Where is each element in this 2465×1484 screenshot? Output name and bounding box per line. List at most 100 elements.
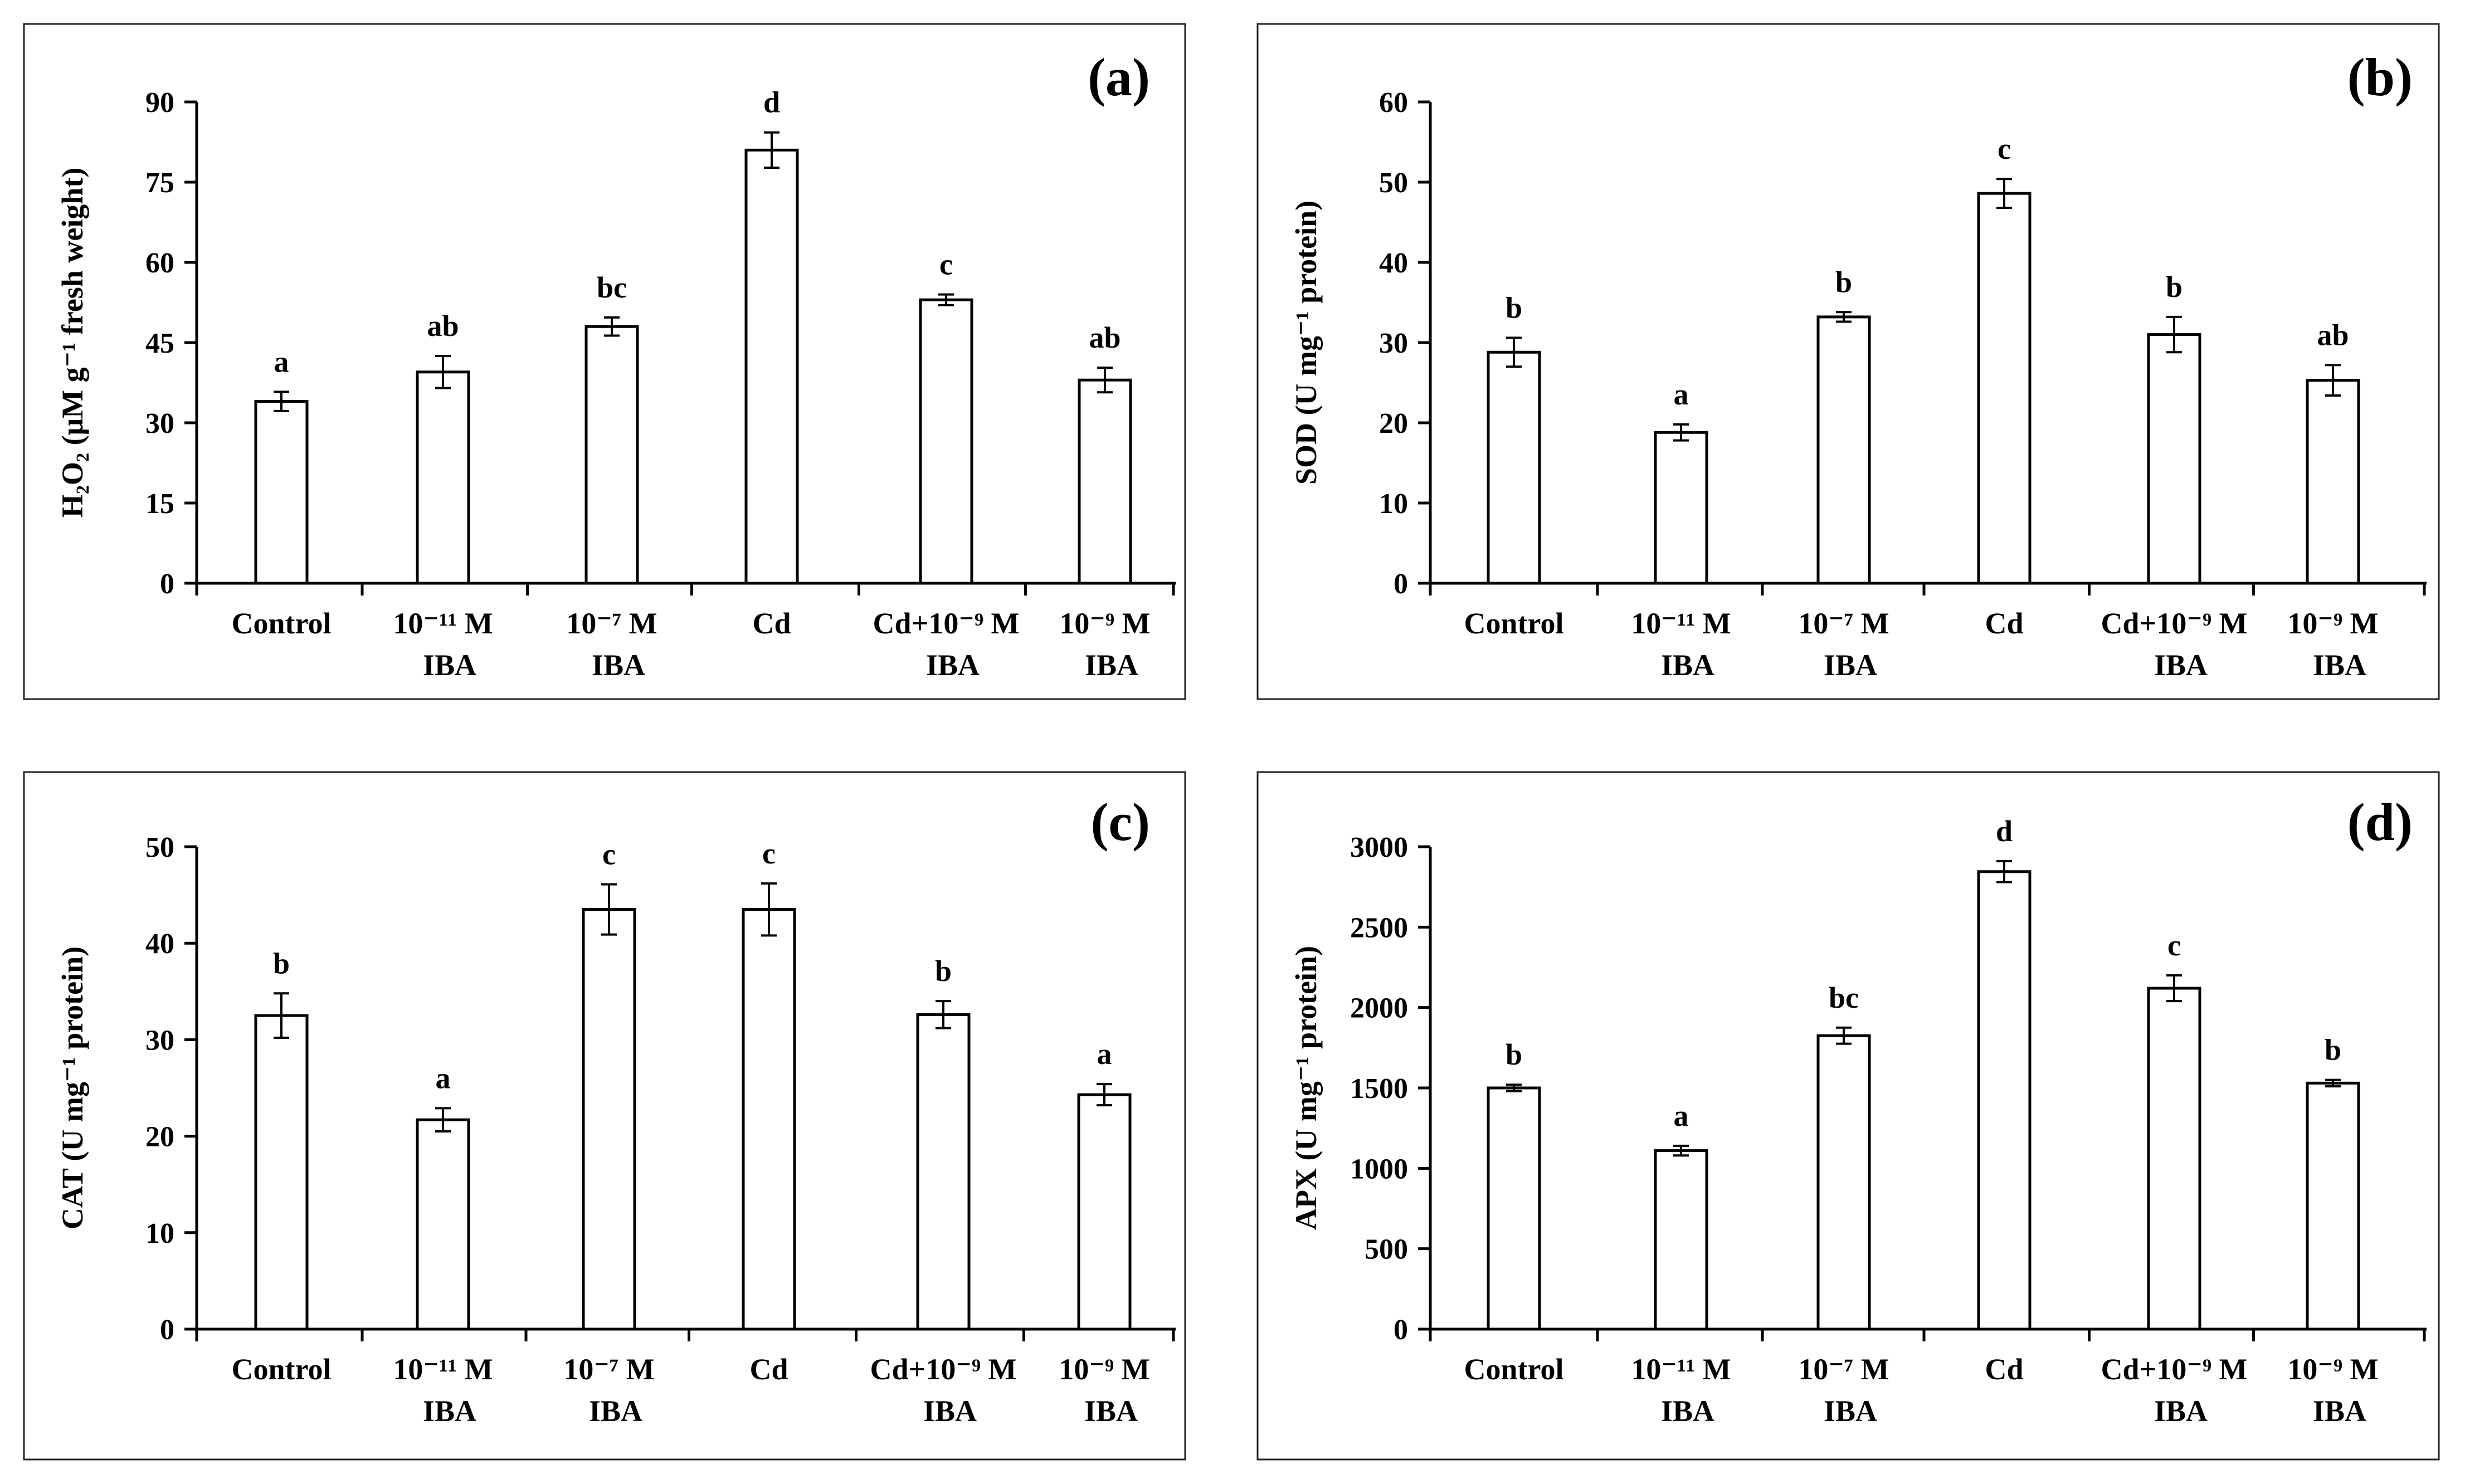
x-tick-label: 10⁻⁹ M (2287, 1353, 2378, 1386)
x-tick-label: IBA (592, 648, 645, 682)
x-tick-label: IBA (2154, 1394, 2208, 1428)
x-tick-label: Cd+10⁻⁹ M (2101, 607, 2248, 640)
panel-label: (a) (1088, 47, 1150, 107)
y-tick-label: 20 (145, 1121, 174, 1153)
x-tick-label: IBA (1085, 648, 1138, 682)
y-tick-label: 75 (145, 167, 174, 199)
significance-letter: a (1674, 1099, 1689, 1132)
x-tick-label: Control (1464, 1353, 1563, 1386)
x-tick-label: Cd+10⁻⁹ M (873, 607, 1020, 640)
significance-letter: b (2166, 270, 2183, 304)
y-tick-label: 500 (1365, 1234, 1408, 1266)
y-tick-label: 3000 (1350, 832, 1408, 863)
bar (2147, 333, 2201, 585)
significance-letter: b (2325, 1033, 2341, 1067)
x-tick-label: IBA (1661, 648, 1714, 682)
significance-letter: a (1674, 378, 1689, 411)
bar (254, 1014, 309, 1331)
x-tick-label: Cd (752, 607, 791, 640)
x-tick-label: IBA (1824, 648, 1877, 682)
x-tick-label: 10⁻¹¹ M (1631, 607, 1731, 640)
y-tick-label: 0 (1394, 1314, 1408, 1346)
x-tick-label: 10⁻¹¹ M (1631, 1353, 1731, 1386)
x-tick-label: 10⁻¹¹ M (393, 1353, 493, 1386)
panel-frame (1256, 23, 2440, 700)
bar (1077, 1093, 1132, 1331)
x-tick-label: Cd (1985, 1353, 2023, 1386)
significance-letter: b (1506, 1038, 1522, 1071)
bar (2306, 379, 2360, 585)
significance-letter: c (2167, 929, 2181, 962)
x-tick-label: IBA (1824, 1394, 1877, 1428)
y-tick-label: 1500 (1350, 1073, 1408, 1105)
x-tick-label: 10⁻¹¹ M (393, 607, 493, 640)
y-tick-label: 45 (145, 328, 174, 359)
significance-letter: c (1998, 132, 2011, 165)
bar (1977, 870, 2032, 1331)
y-axis-label: H₂O₂ (μM g⁻¹ fresh weight) (56, 168, 89, 518)
x-tick-label: IBA (923, 1394, 977, 1428)
significance-letter: b (1835, 265, 1852, 299)
x-tick-label: Cd+10⁻⁹ M (2101, 1353, 2248, 1386)
bar (2147, 987, 2201, 1331)
x-tick-label: Control (231, 1353, 331, 1386)
bar (1816, 1034, 1871, 1331)
bar (254, 400, 309, 585)
significance-letter: a (274, 345, 289, 378)
y-tick-label: 10 (145, 1218, 174, 1249)
y-tick-label: 40 (145, 928, 174, 960)
x-tick-label: Cd+10⁻⁹ M (870, 1353, 1017, 1386)
panel-label: (d) (2347, 792, 2413, 852)
bar (584, 325, 639, 585)
y-tick-label: 90 (145, 87, 174, 119)
y-tick-label: 40 (1379, 247, 1408, 279)
x-tick-label: 10⁻⁹ M (1059, 1353, 1149, 1386)
bar (1977, 192, 2032, 585)
significance-letter: b (1506, 291, 1522, 324)
x-tick-label: Cd (1985, 607, 2023, 640)
x-tick-label: IBA (2154, 648, 2208, 682)
y-tick-label: 30 (145, 1024, 174, 1056)
y-axis-label: APX (U mg⁻¹ protein) (1289, 946, 1323, 1230)
bar (416, 1118, 470, 1331)
y-tick-label: 60 (1379, 87, 1408, 119)
x-tick-label: Control (1464, 607, 1563, 640)
x-tick-label: 10⁻⁷ M (1798, 607, 1889, 640)
y-tick-label: 2500 (1350, 912, 1408, 944)
y-tick-label: 2000 (1350, 993, 1408, 1024)
bar (919, 298, 973, 585)
significance-letter: c (939, 248, 953, 281)
x-tick-label: 10⁻⁷ M (566, 607, 657, 640)
significance-letter: d (1996, 814, 2013, 848)
bar (1078, 378, 1132, 585)
x-tick-label: Control (231, 607, 331, 640)
bar (742, 908, 796, 1331)
y-axis-label: SOD (U mg⁻¹ protein) (1289, 201, 1323, 485)
chart-panel-c: 0 10 20 30 40 50 b Control a 10⁻¹¹ M IBA c 10⁻⁷ M IBA… (23, 771, 1186, 1461)
x-tick-label: 10⁻⁹ M (2287, 607, 2378, 640)
x-tick-label: IBA (423, 648, 476, 682)
panel-frame (23, 23, 1186, 700)
bar (1487, 350, 1541, 585)
x-tick-label: 10⁻⁷ M (1798, 1353, 1889, 1386)
y-tick-label: 30 (145, 408, 174, 440)
x-tick-label: Cd (749, 1353, 788, 1386)
chart-panel-d: 0 500 1000 1500 2000 2500 3000 b Control a 10⁻¹¹ M… (1256, 771, 2440, 1461)
significance-letter: d (763, 86, 780, 119)
bar (744, 148, 799, 585)
significance-letter: b (935, 954, 952, 988)
x-tick-label: IBA (423, 1394, 476, 1428)
bar (1487, 1086, 1541, 1331)
x-tick-label: 10⁻⁷ M (563, 1353, 654, 1386)
x-tick-label: IBA (1084, 1394, 1138, 1428)
bar (1654, 1149, 1708, 1331)
y-tick-label: 15 (145, 488, 174, 520)
y-tick-label: 1000 (1350, 1153, 1408, 1185)
bar (1816, 315, 1871, 585)
significance-letter: c (762, 837, 776, 870)
y-tick-label: 50 (145, 832, 174, 863)
significance-letter: a (436, 1061, 451, 1095)
y-tick-label: 0 (160, 1314, 174, 1346)
bar (1654, 431, 1708, 585)
